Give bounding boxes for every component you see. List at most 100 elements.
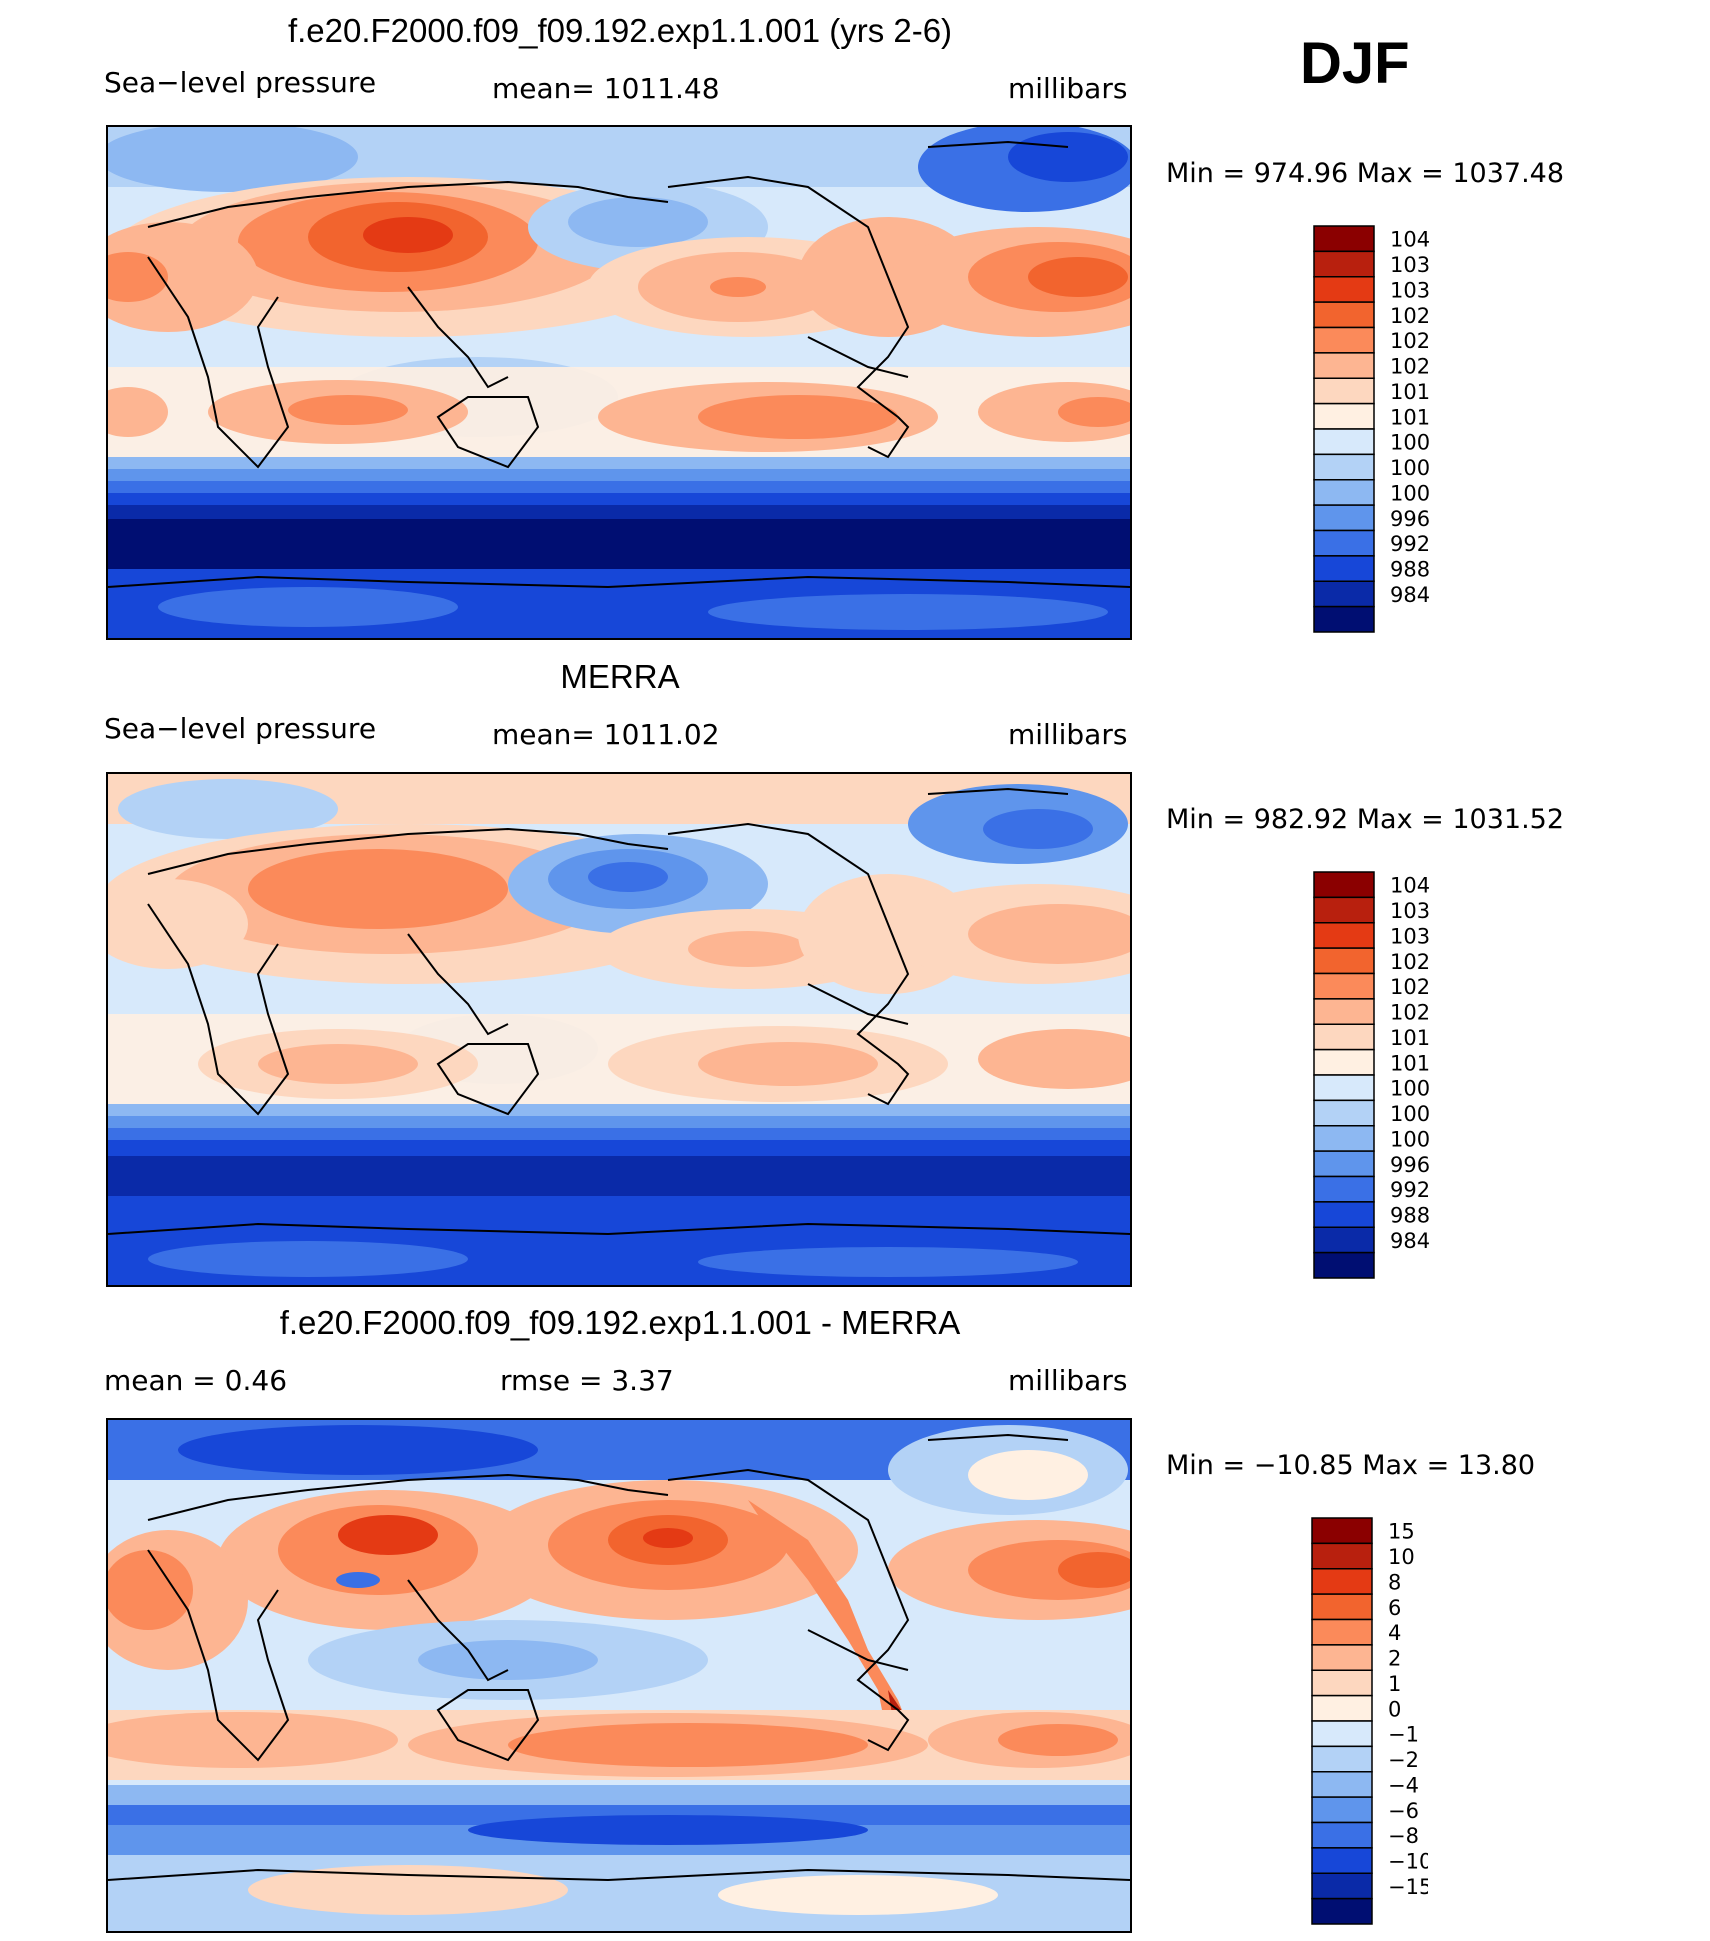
colorbar-swatch [1311, 1669, 1373, 1697]
colorbar-tick-label: 984 [1390, 1229, 1430, 1253]
panel-2-variable-label: Sea−level pressure [104, 712, 377, 745]
colorbar-tick-label: 1012 [1390, 405, 1430, 429]
panel-1-colorbar-svg: 1040103610321028102410201016101210081004… [1313, 225, 1443, 633]
colorbar-swatch [1311, 1745, 1373, 1773]
colorbar-swatch [1311, 1872, 1373, 1900]
colorbar-swatch [1311, 1618, 1373, 1646]
colorbar-tick-label: −4 [1388, 1773, 1419, 1797]
colorbar-tick-label: 0 [1388, 1697, 1401, 1721]
colorbar-tick-label: 1000 [1390, 1127, 1430, 1151]
colorbar-swatch [1313, 555, 1375, 582]
panel-3-minmax: Min = −10.85 Max = 13.80 [1166, 1450, 1536, 1481]
colorbar-swatch [1313, 1201, 1375, 1228]
panel-2-map-plot [108, 774, 1130, 1285]
colorbar-tick-label: 1016 [1390, 380, 1430, 404]
colorbar-tick-label: 996 [1390, 1153, 1430, 1177]
colorbar-swatch [1313, 580, 1375, 608]
colorbar-tick-label: 1012 [1390, 1051, 1430, 1075]
panel-2-colorbar-svg: 1040103610321028102410201016101210081004… [1313, 871, 1443, 1279]
colorbar-tick-label: 1 [1388, 1672, 1401, 1696]
colorbar-swatch [1313, 377, 1375, 405]
colorbar-swatch [1313, 428, 1375, 456]
panel-1-variable-label: Sea−level pressure [104, 66, 377, 99]
colorbar-swatch [1313, 504, 1375, 532]
colorbar-tick-label: 6 [1388, 1596, 1401, 1620]
panel-2-units-label: millibars [1008, 718, 1128, 751]
panel-2-minmax: Min = 982.92 Max = 1031.52 [1166, 804, 1565, 835]
colorbar-tick-label: −2 [1388, 1748, 1419, 1772]
colorbar-swatch [1313, 1048, 1375, 1076]
colorbar-swatch [1313, 1099, 1375, 1127]
colorbar-tick-label: 10 [1388, 1545, 1415, 1569]
colorbar-swatch [1313, 947, 1375, 975]
panel-1-mean-label: mean= 1011.48 [492, 72, 720, 105]
colorbar-swatch [1311, 1821, 1373, 1849]
colorbar-tick-label: 1024 [1390, 975, 1430, 999]
colorbar-swatch [1313, 402, 1375, 430]
panel-3-units-label: millibars [1008, 1364, 1128, 1397]
colorbar-tick-label: 1008 [1390, 1077, 1430, 1101]
colorbar-tick-label: −1 [1388, 1723, 1419, 1747]
colorbar-swatch [1313, 1226, 1375, 1254]
panel-1-map [106, 125, 1132, 640]
panel-3-map [106, 1418, 1132, 1933]
colorbar-tick-label: 1004 [1390, 1102, 1430, 1126]
colorbar-tick-label: 2 [1388, 1647, 1401, 1671]
panel-2-title: MERRA [560, 658, 680, 695]
season-label: DJF [1300, 31, 1410, 96]
colorbar-swatch [1313, 479, 1375, 506]
colorbar-swatch [1311, 1542, 1373, 1570]
colorbar-swatch [1313, 453, 1375, 481]
colorbar-swatch [1311, 1771, 1373, 1798]
colorbar-swatch [1311, 1847, 1373, 1874]
colorbar-swatch [1311, 1694, 1373, 1722]
panel-3-colorbar: 15 10 8 6 4 2 1 0 −1 −2 −4 −6 −8 −10 −15 [1308, 1516, 1432, 1930]
colorbar-tick-label: 1004 [1390, 456, 1430, 480]
colorbar-tick-label: 1040 [1390, 228, 1430, 252]
colorbar-tick-label: 1036 [1390, 899, 1430, 923]
colorbar-tick-label: 1040 [1390, 874, 1430, 898]
colorbar-tick-label: 988 [1390, 558, 1430, 582]
colorbar-swatch [1311, 1720, 1373, 1748]
colorbar-swatch [1313, 1125, 1375, 1152]
colorbar-tick-label: 1032 [1390, 278, 1430, 302]
colorbar-tick-label: 8 [1388, 1570, 1401, 1594]
colorbar-swatch [1313, 326, 1375, 354]
colorbar-tick-label: 988 [1390, 1204, 1430, 1228]
colorbar-tick-label: 1008 [1390, 431, 1430, 455]
colorbar-swatch [1313, 352, 1375, 379]
colorbar-swatch [1311, 1897, 1373, 1925]
colorbar-tick-label: 1000 [1390, 481, 1430, 505]
colorbar-swatch [1313, 529, 1375, 557]
panel-3-mean-label: mean = 0.46 [104, 1364, 288, 1397]
colorbar-tick-label: 984 [1390, 583, 1430, 607]
panel-2-map [106, 772, 1132, 1287]
colorbar-tick-label: −6 [1388, 1799, 1419, 1823]
colorbar-swatch [1313, 250, 1375, 278]
colorbar-swatch [1313, 972, 1375, 1000]
panel-3-rmse-label: rmse = 3.37 [500, 1364, 674, 1397]
panel-1-units-label: millibars [1008, 72, 1128, 105]
colorbar-swatch [1311, 1593, 1373, 1621]
colorbar-swatch [1311, 1796, 1373, 1824]
colorbar-tick-label: 1028 [1390, 304, 1430, 328]
colorbar-tick-label: 1020 [1390, 355, 1430, 379]
colorbar-tick-label: 1028 [1390, 950, 1430, 974]
colorbar-swatch [1313, 922, 1375, 949]
panel-1-colorbar: 1040103610321028102410201016101210081004… [1310, 224, 1443, 638]
panel-1-minmax: Min = 974.96 Max = 1037.48 [1166, 158, 1565, 189]
colorbar-swatch [1313, 1251, 1375, 1279]
colorbar-swatch [1313, 1150, 1375, 1178]
colorbar-tick-label: 1032 [1390, 924, 1430, 948]
colorbar-tick-label: 1016 [1390, 1026, 1430, 1050]
colorbar-tick-label: 992 [1390, 1178, 1430, 1202]
colorbar-swatch [1311, 1517, 1373, 1545]
colorbar-swatch [1311, 1568, 1373, 1595]
colorbar-swatch [1313, 605, 1375, 633]
colorbar-tick-label: 992 [1390, 532, 1430, 556]
colorbar-tick-label: −15 [1388, 1875, 1428, 1899]
colorbar-tick-label: 1036 [1390, 253, 1430, 277]
colorbar-swatch [1313, 225, 1375, 253]
panel-1-title: f.e20.F2000.f09_f09.192.exp1.1.001 (yrs … [287, 12, 953, 49]
